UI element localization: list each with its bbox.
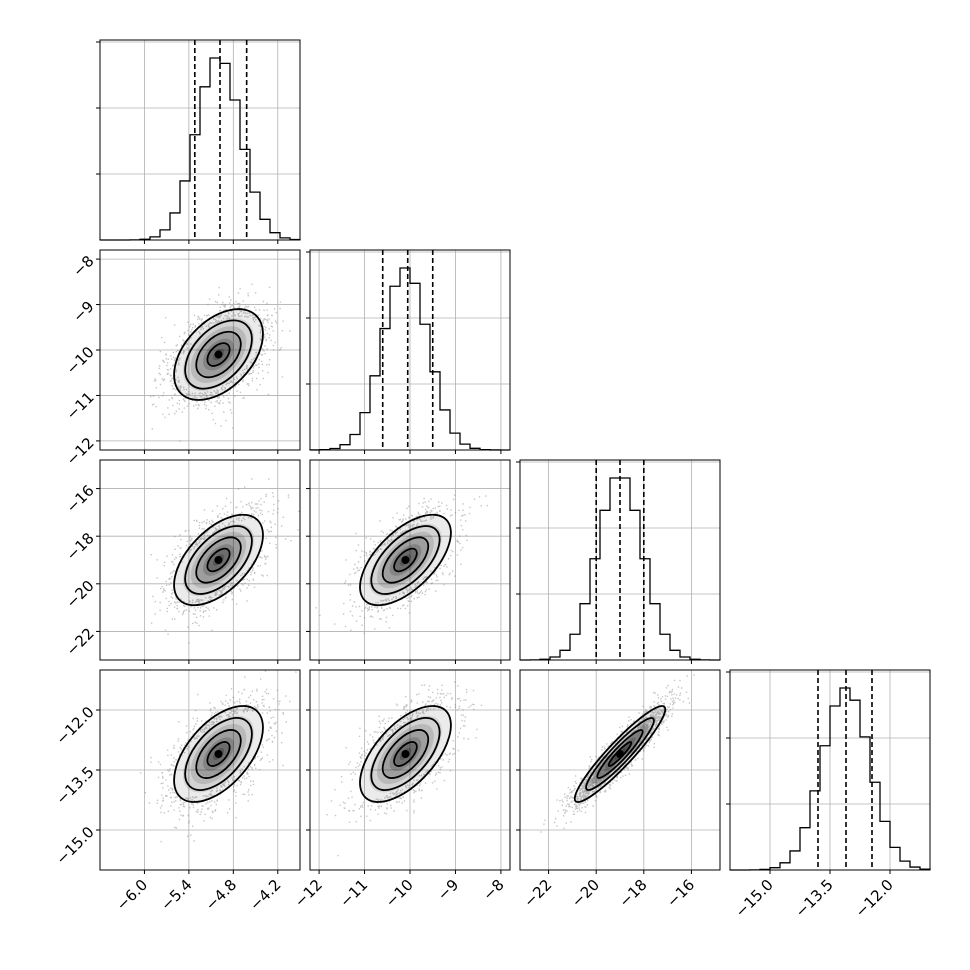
histogram-3-steps [729, 687, 931, 871]
contour-3 [173, 308, 264, 401]
histogram-1-steps [309, 267, 511, 451]
y-tick-label: −16 [63, 482, 98, 517]
contour-0 [206, 547, 231, 573]
panel-1-0-grid [100, 250, 300, 450]
contour-2 [184, 525, 253, 595]
panel-3-1-grid [310, 670, 510, 870]
x-tick-label: −4.2 [246, 876, 284, 914]
x-tick-label: −13.5 [792, 876, 837, 921]
density-peak [214, 750, 223, 758]
panel-3-3-grid [730, 670, 930, 870]
x-tick-label: −15.0 [732, 876, 777, 921]
panel-3-2-ticks: −22 −20 −18 −16 [516, 709, 698, 911]
x-tick-label: −5.4 [157, 876, 195, 914]
panel-3-2-grid [520, 670, 720, 870]
panel-2-1-ticks [306, 488, 502, 664]
y-tick-label: −11 [63, 388, 98, 423]
panel-0-0-grid [100, 40, 300, 240]
panel-0-0-frame [99, 39, 301, 241]
contour-1 [381, 536, 430, 584]
contour-0 [206, 342, 231, 367]
histogram-2 [519, 460, 721, 661]
panel-2-0-frame [99, 459, 301, 661]
y-tick-label: −15.0 [52, 823, 97, 868]
y-tick-label: −20 [63, 577, 98, 612]
y-tick-label: −9 [69, 297, 97, 325]
x-tick-label: −16 [663, 876, 698, 911]
panel-3-0-samples [139, 670, 297, 843]
panel-3-0-grid [100, 670, 300, 870]
density-peak [401, 750, 410, 758]
panel-2-1-samples [315, 494, 488, 635]
y-tick-label: −8 [69, 252, 97, 280]
density-peak [616, 750, 624, 758]
x-tick-label: −8 [479, 876, 507, 904]
sample-points [139, 670, 297, 843]
y-tick-label: −22 [63, 624, 98, 659]
x-tick-label: −11 [336, 876, 371, 911]
y-tick-label: −18 [63, 529, 98, 564]
contour-3 [173, 513, 264, 607]
contour-2 [585, 717, 655, 791]
contour-0 [393, 547, 418, 573]
density-peak [214, 556, 223, 564]
density-peak [214, 350, 223, 359]
contour-1 [596, 729, 644, 779]
histogram-0 [100, 40, 301, 241]
panel-2-0-samples [150, 478, 300, 644]
histogram-0-steps [100, 57, 301, 241]
panel-1-0-samples [149, 283, 291, 442]
contour-2 [370, 525, 441, 595]
x-tick-label: −9 [434, 876, 462, 904]
y-tick-label: −12.0 [52, 703, 97, 748]
panel-3-1-samples [326, 681, 483, 857]
panel-0-0-ticks [96, 41, 279, 244]
x-tick-label: −4.8 [202, 876, 240, 914]
y-tick-label: −10 [63, 343, 98, 378]
contour-3 [359, 705, 452, 803]
panel-3-3-ticks: −15.0 −13.5 −12.0 [726, 671, 897, 921]
density-peak [401, 556, 410, 564]
panel-1-1-ticks [306, 251, 502, 454]
x-tick-label: −12.0 [852, 876, 897, 921]
panel-2-2-frame [519, 459, 721, 661]
histogram-1 [309, 250, 511, 451]
x-tick-label: −6.0 [113, 876, 151, 914]
contour-0 [206, 741, 231, 767]
contour-0 [393, 741, 418, 767]
panel-3-2-samples [540, 674, 695, 833]
y-tick-label: −12 [63, 434, 98, 469]
x-tick-label: −18 [616, 876, 651, 911]
x-tick-label: −10 [382, 876, 417, 911]
contour-2 [370, 717, 441, 791]
contour-2 [184, 717, 253, 791]
y-tick-label: −13.5 [52, 763, 97, 808]
panel-2-2-ticks [516, 461, 692, 664]
panel-2-0-grid [100, 460, 300, 660]
contour-1 [195, 536, 242, 584]
histogram-3 [729, 670, 931, 871]
x-tick-label: −22 [520, 876, 555, 911]
x-tick-label: −20 [568, 876, 603, 911]
contour-3 [573, 705, 667, 803]
contour-1 [381, 729, 430, 779]
contour-2 [184, 319, 253, 390]
contour-1 [195, 729, 242, 779]
contour-3 [173, 705, 264, 803]
contour-3 [359, 513, 452, 607]
contour-1 [195, 330, 242, 379]
x-tick-label: −12 [291, 876, 326, 911]
